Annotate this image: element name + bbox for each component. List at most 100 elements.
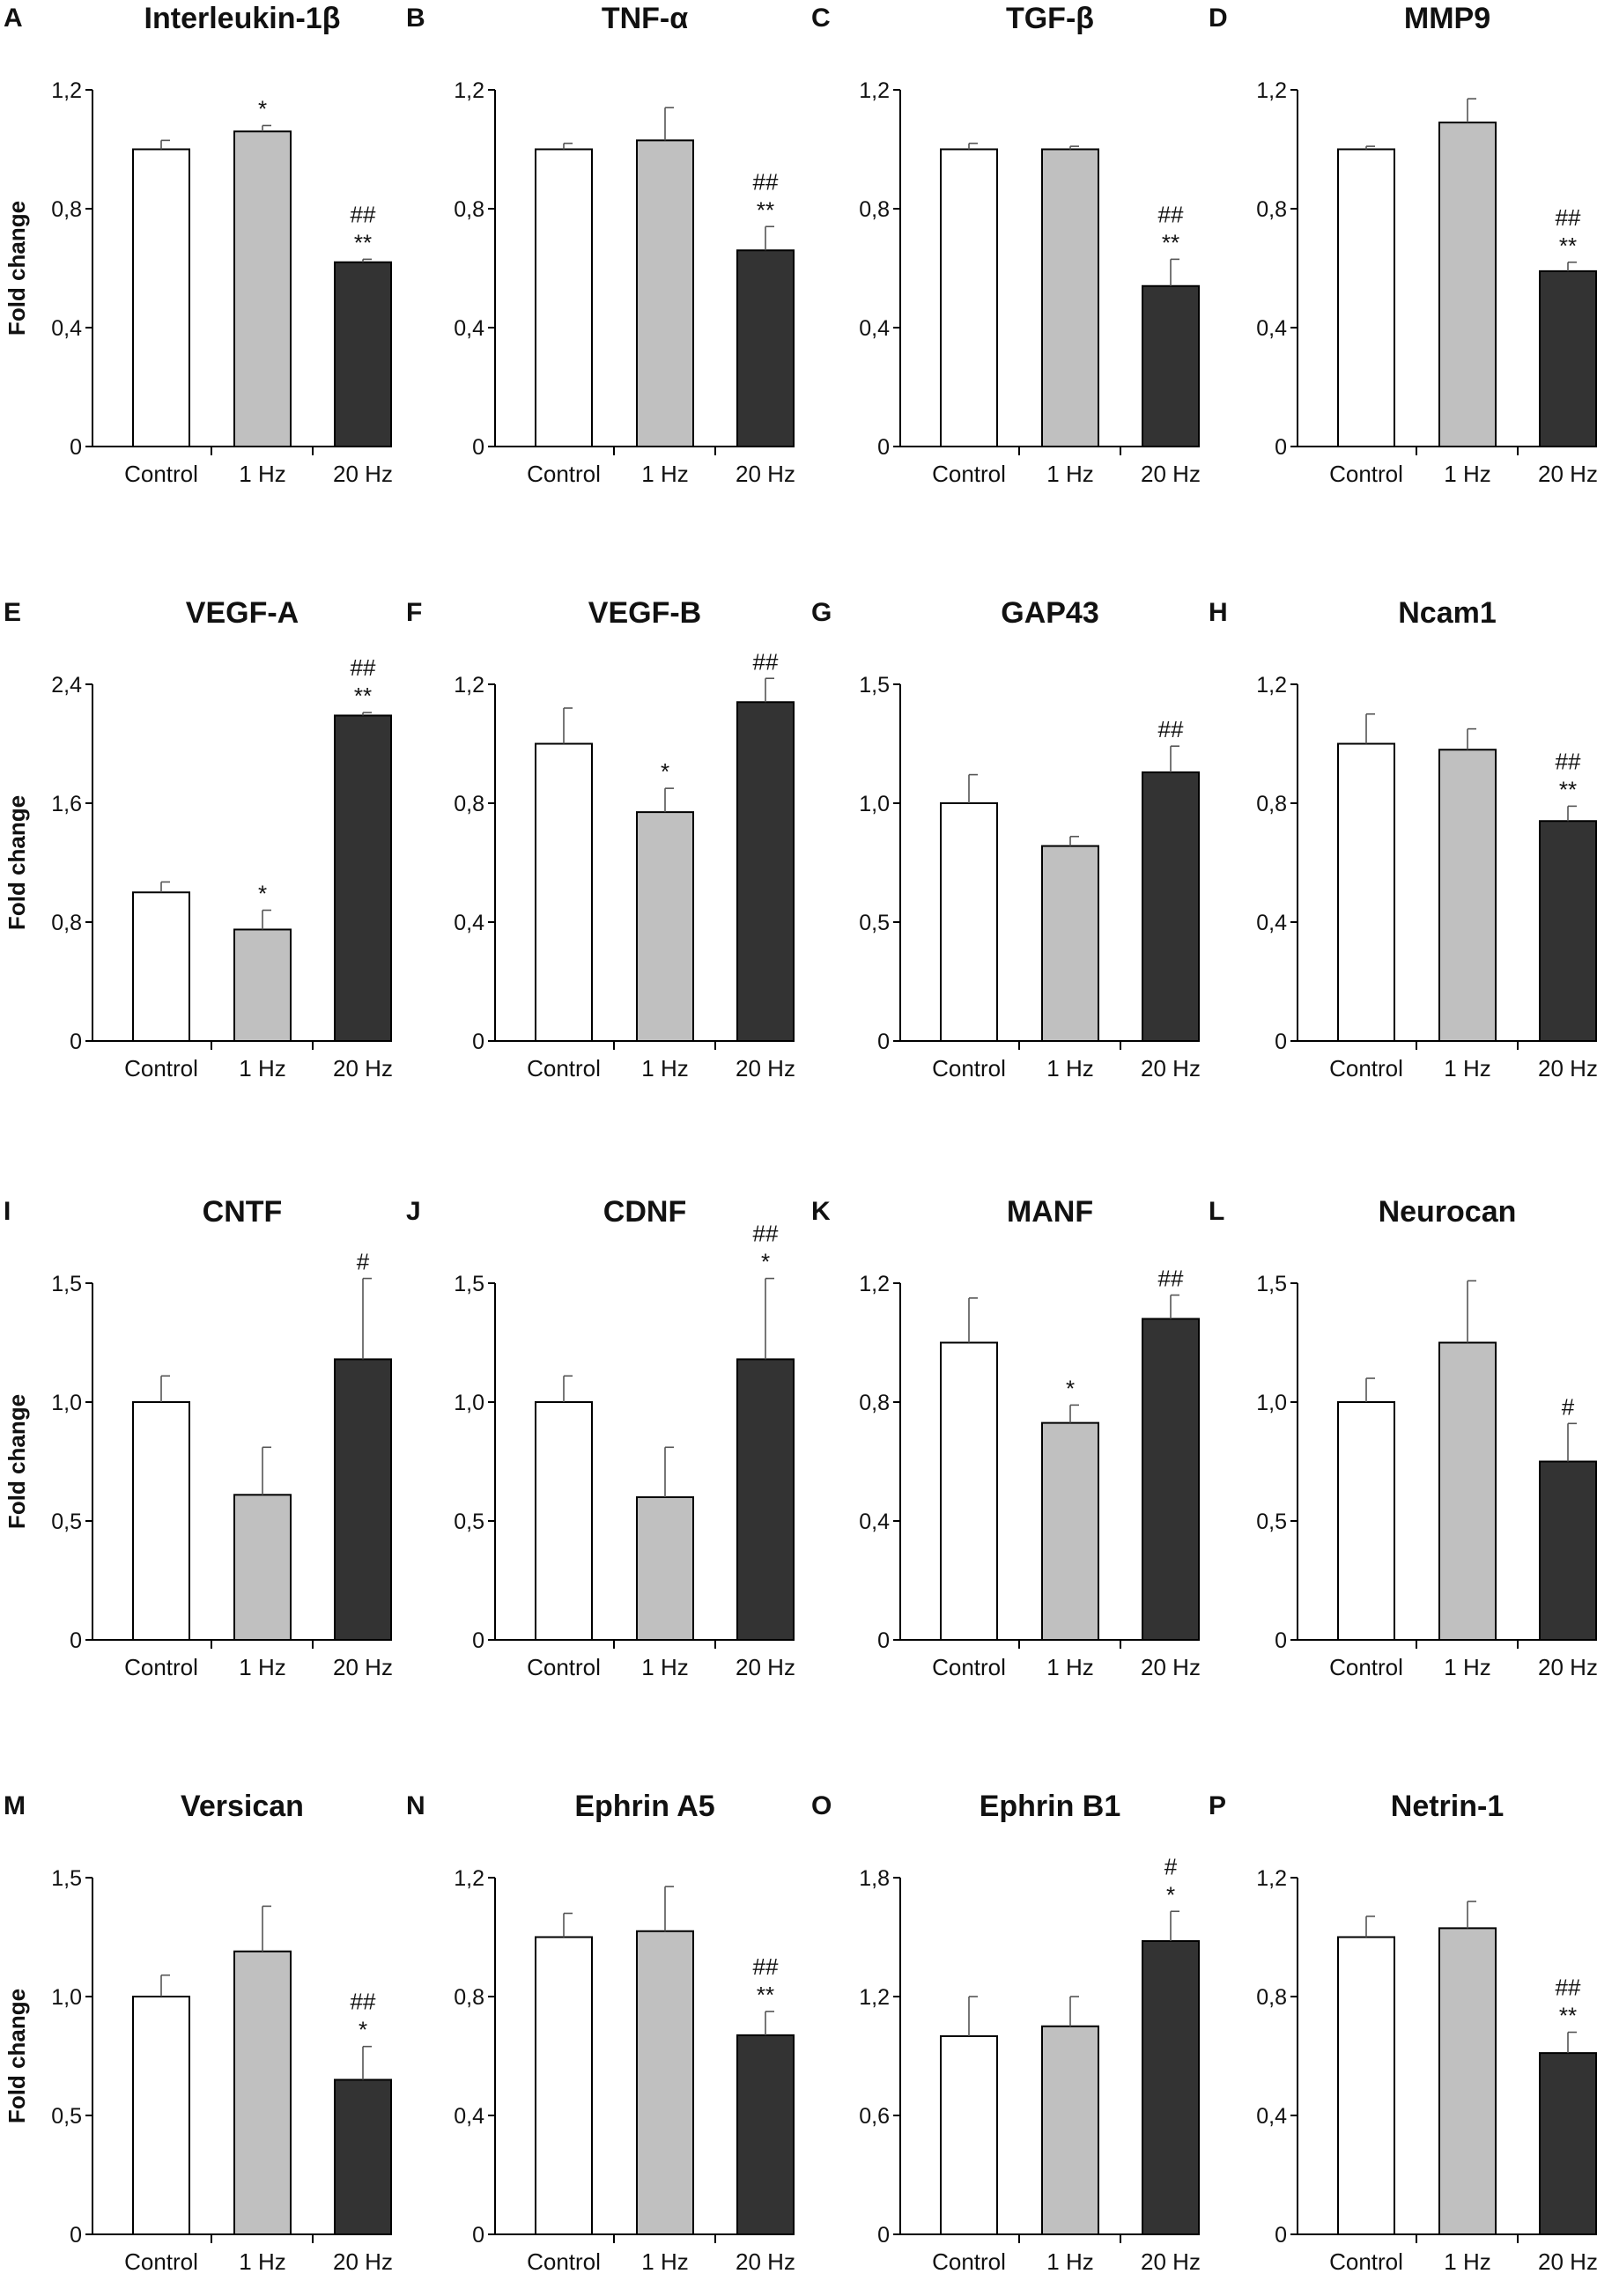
panel-letter: B	[406, 4, 425, 33]
significance-marker: ##	[1556, 204, 1581, 231]
y-tick-label: 0,5	[51, 1510, 82, 1534]
y-tick-label: 0,5	[454, 1510, 484, 1534]
y-tick-label: 1,6	[51, 792, 82, 816]
x-tick-label: 1 Hz	[1046, 1654, 1093, 1680]
panel-letter: L	[1209, 1197, 1224, 1226]
x-tick-label: 20 Hz	[1538, 2248, 1597, 2275]
x-tick-label: Control	[124, 461, 198, 487]
x-tick-label: 1 Hz	[1444, 1055, 1490, 1082]
y-tick-label: 1,2	[1256, 78, 1287, 103]
significance-marker: ##	[1158, 201, 1184, 227]
x-tick-label: 1 Hz	[1444, 1654, 1490, 1680]
y-tick-label: 0,4	[1256, 2104, 1287, 2129]
bar-1-hz	[636, 811, 694, 1042]
panel-L: L Neurocan 0 0,5 1,0 1,5 Control 1 Hz 20 Hz #	[1209, 1195, 1597, 1680]
y-tick-label: 1,2	[859, 78, 890, 103]
significance-marker: *	[1166, 1881, 1175, 1908]
x-tick-label: 20 Hz	[736, 461, 795, 487]
x-tick-label: 20 Hz	[1538, 1055, 1597, 1082]
y-tick-label: 0,8	[454, 197, 484, 222]
significance-marker: **	[1162, 229, 1179, 255]
bar-20-hz	[1539, 1460, 1597, 1641]
bar-control	[940, 148, 998, 447]
x-tick-label: Control	[527, 1055, 601, 1082]
panel-letter: D	[1209, 4, 1228, 33]
x-tick-label: Control	[1329, 461, 1403, 487]
panel-title: Netrin-1	[1391, 1790, 1504, 1823]
y-tick-label: 0,4	[454, 911, 484, 935]
y-tick-label: 0,4	[51, 316, 82, 341]
bar-1-hz	[233, 928, 292, 1042]
y-tick-label: 0,8	[859, 1391, 890, 1415]
bar-1-hz	[1438, 1927, 1497, 2235]
panel-letter: M	[4, 1791, 26, 1820]
y-tick-label: 1,5	[1256, 1272, 1287, 1296]
y-tick-label: 0,4	[454, 316, 484, 341]
y-tick-label: 0,8	[859, 197, 890, 222]
y-axis-label: Fold change	[4, 201, 30, 336]
panel-N: N Ephrin A5 0 0,4 0,8 1,2 Control 1 Hz 20 Hz ##**	[406, 1790, 795, 2275]
x-tick-label: Control	[932, 2248, 1006, 2275]
y-tick-label: 0	[70, 435, 82, 460]
significance-marker: **	[757, 196, 774, 223]
x-tick-label: Control	[1329, 1654, 1403, 1680]
panel-letter: I	[4, 1197, 11, 1226]
panel-letter: G	[811, 598, 832, 627]
y-tick-label: 1,2	[1256, 1866, 1287, 1891]
panel-title: GAP43	[1001, 596, 1099, 630]
y-tick-label: 1,2	[51, 78, 82, 103]
x-tick-label: Control	[932, 1654, 1006, 1680]
x-tick-label: 20 Hz	[736, 1055, 795, 1082]
panel-letter: F	[406, 598, 422, 627]
x-tick-label: 1 Hz	[1046, 461, 1093, 487]
bar-1-hz	[233, 1494, 292, 1642]
panel-title: TNF-α	[602, 2, 688, 35]
bar-20-hz	[334, 2078, 392, 2235]
panel-title: MMP9	[1404, 2, 1490, 35]
y-tick-label: 1,5	[454, 1272, 484, 1296]
y-tick-label: 0,8	[454, 1985, 484, 2010]
significance-marker: #	[1164, 1853, 1178, 1879]
significance-marker: **	[1559, 2003, 1577, 2029]
x-tick-label: Control	[124, 2248, 198, 2275]
significance-marker: #	[1562, 1393, 1575, 1420]
x-tick-label: 20 Hz	[736, 2248, 795, 2275]
y-tick-label: 0	[472, 2223, 484, 2248]
y-tick-label: 0	[472, 435, 484, 460]
significance-marker: #	[357, 1249, 370, 1275]
y-tick-label: 0	[1275, 435, 1287, 460]
x-tick-label: Control	[124, 1654, 198, 1680]
bar-control	[940, 1341, 998, 1641]
significance-marker: ##	[1556, 1975, 1581, 2001]
y-tick-label: 0	[70, 1628, 82, 1653]
y-tick-label: 1,2	[454, 673, 484, 698]
bar-control	[1337, 1936, 1395, 2235]
bar-20-hz	[736, 1358, 795, 1642]
significance-marker: **	[1559, 776, 1577, 802]
x-tick-label: 20 Hz	[1141, 1654, 1201, 1680]
bar-control	[535, 148, 593, 447]
panel-F: F VEGF-B 0 0,4 0,8 1,2 Control 1 Hz * 20 Hz ##	[406, 596, 795, 1082]
panel-letter: K	[811, 1197, 831, 1226]
bar-control	[1337, 148, 1395, 447]
panel-title: Ephrin A5	[574, 1790, 714, 1823]
panel-O: O Ephrin B1 0 0,6 1,2 1,8 Control 1 Hz 20 Hz #*	[811, 1790, 1201, 2275]
x-tick-label: 20 Hz	[1141, 461, 1201, 487]
y-tick-label: 0,4	[454, 2104, 484, 2129]
panel-title: Neurocan	[1379, 1195, 1517, 1229]
bar-1-hz	[1438, 1341, 1497, 1641]
y-tick-label: 0,5	[1256, 1510, 1287, 1534]
x-tick-label: Control	[527, 461, 601, 487]
panel-P: P Netrin-1 0 0,4 0,8 1,2 Control 1 Hz 20 Hz ##**	[1209, 1790, 1597, 2275]
bar-1-hz	[233, 130, 292, 447]
bar-control	[535, 1401, 593, 1641]
y-tick-label: 1,2	[454, 78, 484, 103]
y-tick-label: 1,0	[454, 1391, 484, 1415]
y-tick-label: 1,0	[51, 1391, 82, 1415]
bar-control	[1337, 742, 1395, 1042]
x-tick-label: 1 Hz	[641, 1055, 688, 1082]
bar-control	[940, 802, 998, 1042]
x-tick-label: 20 Hz	[1141, 1055, 1201, 1082]
panel-E: E VEGF-A Fold change 0 0,8 1,6 2,4 Control 1 Hz *…	[4, 596, 393, 1082]
